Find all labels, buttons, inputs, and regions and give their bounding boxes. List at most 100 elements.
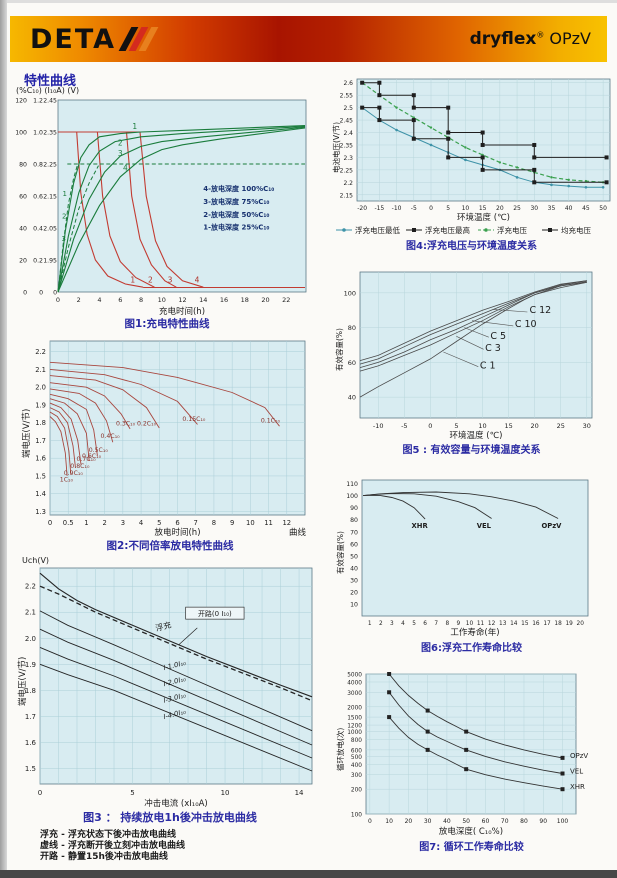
tick-label: 2.35 <box>340 142 354 149</box>
tick-label: -10 <box>392 205 402 212</box>
tick-label: 2.05 <box>43 226 57 233</box>
tick-label: 3000 <box>347 691 362 697</box>
marker <box>604 155 609 160</box>
discharge-0.1C10 <box>49 361 280 427</box>
tick-label: 600 <box>351 748 362 754</box>
tick-label: 8 <box>212 519 216 527</box>
tick-label: 10 <box>158 296 166 304</box>
fig3-y-top-label: Uch(V) <box>22 556 50 565</box>
boost-charge-2 <box>57 165 99 293</box>
current-taper-dod50 <box>96 131 155 288</box>
tick-label: 10 <box>221 789 230 797</box>
leader-C3 <box>456 336 484 350</box>
marker <box>395 128 398 132</box>
tick-label: 5000 <box>347 673 362 679</box>
tick-label: 1200 <box>347 724 362 730</box>
marker <box>464 146 467 149</box>
tick-label: 80 <box>19 162 27 169</box>
tick-label: 50 <box>462 818 470 825</box>
tick-label: 2.0 <box>25 635 36 643</box>
marker <box>387 715 392 720</box>
tick-label: 10 <box>385 818 393 825</box>
tick-label: 11 <box>477 621 485 627</box>
chart-annotation: 0.1C₁₀ <box>261 418 281 425</box>
capacity-dod50 <box>57 125 306 293</box>
fig7-y-axis-label: 循环放电(次) <box>336 727 345 771</box>
tick-label: 22 <box>282 296 290 304</box>
tick-label: 0 <box>368 818 372 825</box>
marker <box>480 167 485 172</box>
tick-label: 45 <box>582 205 590 212</box>
chart-annotation: 0.5C₁₀ <box>89 447 109 454</box>
tick-label: 200 <box>351 788 362 794</box>
tick-label: 2.25 <box>43 162 57 169</box>
tick-label: 400 <box>351 763 362 769</box>
impulse-3.0I10 <box>39 646 313 759</box>
marker <box>584 186 588 189</box>
marker <box>411 118 416 123</box>
tick-label: 0.5 <box>63 519 74 527</box>
capacity-C12 <box>359 280 587 361</box>
impulse-4.0I10 <box>39 663 313 772</box>
tick-label: 110 <box>346 481 358 488</box>
tick-label: -20 <box>357 205 367 212</box>
tick-label: 2.3 <box>343 155 353 162</box>
fig6-y-axis-label: 有效容量(%) <box>336 531 345 574</box>
tick-label: 1.95 <box>43 258 57 265</box>
chart-annotation: 2-放电深度 50%C₁₀ <box>203 210 269 219</box>
tick-label: -5 <box>401 422 407 430</box>
tick-label: 35 <box>548 205 556 212</box>
marker <box>532 155 537 160</box>
fig6-panel: 110 100 90 80 70 60 50 40 30 20 10 1 2 3 4 5 6 7 8 9 10 11 12 1… <box>330 466 613 654</box>
chart-annotation: OPzV <box>541 522 562 530</box>
impulse-1.0I10 <box>39 610 313 732</box>
tick-label: 0 <box>38 789 42 797</box>
tick-label: 0 <box>23 290 27 297</box>
marker <box>411 136 416 141</box>
tick-label: 25 <box>513 205 521 212</box>
life-XHR <box>363 494 426 520</box>
fig3-note-dashed: 虚线 - 浮充断开後立刻冲击放电曲线 <box>40 841 186 851</box>
chart-annotation: 3 <box>118 149 123 158</box>
tick-label: 0 <box>39 290 43 297</box>
tick-label: 30 <box>424 818 432 825</box>
tick-label: 2.4 <box>343 130 353 137</box>
tick-label: 300 <box>351 773 362 779</box>
tick-label: 0 <box>428 422 432 430</box>
x-axis-label: 放电深度( C₁₀%) <box>439 826 503 836</box>
x-axis-label: 放电时间(h) <box>154 527 200 537</box>
marker <box>387 690 392 695</box>
marker <box>377 80 382 85</box>
chart-annotation: 0.9C₁₀ <box>64 470 84 477</box>
marker <box>498 161 502 164</box>
cycles-OPzV <box>388 673 563 759</box>
fig7-caption: 图7: 循环工作寿命比较 <box>419 842 524 853</box>
fig5-y-axis-label: 有效容量(%) <box>335 328 344 371</box>
tick-label: 8 <box>445 621 449 627</box>
discharge-0.6C10 <box>49 398 90 461</box>
tick-label: 1 <box>368 621 372 627</box>
tick-label: 50 <box>350 553 358 560</box>
plot-area <box>365 673 577 815</box>
fig4-panel: 2.6 2.55 2.5 2.45 2.4 2.35 2.3 2.25 2.2 2.15 -20 -1… <box>330 74 613 260</box>
tick-label: 2.45 <box>43 98 57 105</box>
chart-annotation: OPzV <box>570 752 588 760</box>
tick-label: 5 <box>412 621 416 627</box>
tick-label: 13 <box>499 621 507 627</box>
tick-label: 90 <box>350 505 358 512</box>
fig1-axes-header: (%C₁₀) (I₁₀A) (V) <box>16 86 80 95</box>
tick-label: 100 <box>15 130 27 137</box>
chart-annotation: VEL <box>477 522 492 530</box>
x-axis-label: 充电时间(h) <box>159 306 205 316</box>
chart-annotation: 1 <box>132 122 137 131</box>
chart-annotation: VEL <box>570 768 583 776</box>
tick-label: 1.6 <box>25 739 37 747</box>
tick-label: 0 <box>429 205 433 212</box>
tick-label: 5 <box>446 205 450 212</box>
current-taper-dod100 <box>139 131 204 288</box>
marker <box>411 93 416 98</box>
tick-label: 1500 <box>347 716 362 722</box>
tick-label: 1.5 <box>25 765 36 773</box>
marker <box>377 93 382 98</box>
tick-label: 2 <box>102 519 106 527</box>
